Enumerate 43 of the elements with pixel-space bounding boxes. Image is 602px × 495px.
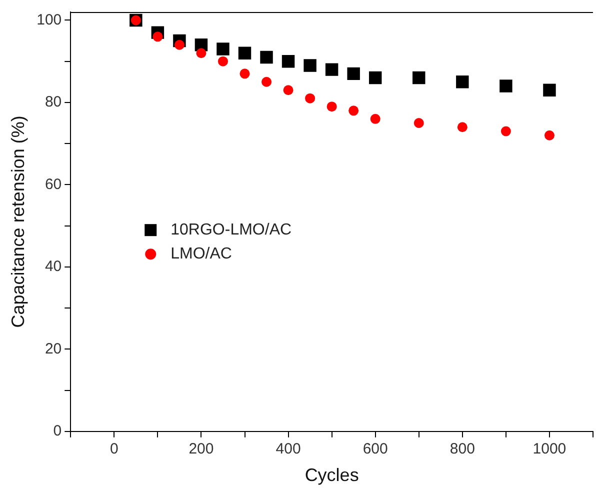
x-tick-label: 200 <box>188 440 214 458</box>
point <box>370 114 380 124</box>
y-tick-label: 20 <box>44 340 62 358</box>
point <box>218 56 228 66</box>
point <box>326 102 337 112</box>
point <box>500 126 511 136</box>
y-tick-label: 40 <box>44 258 62 276</box>
point <box>368 71 382 84</box>
point <box>348 106 359 116</box>
point <box>412 71 426 84</box>
point <box>260 50 273 64</box>
legend-label: LMO/AC <box>170 245 232 262</box>
point <box>347 67 360 80</box>
point <box>262 76 272 87</box>
point <box>196 48 206 58</box>
x-tick-label: 800 <box>450 440 475 458</box>
point <box>152 32 163 42</box>
point <box>282 54 295 68</box>
legend-label: 10RGO-LMO/AC <box>170 221 292 238</box>
point <box>174 40 184 50</box>
point <box>283 85 294 96</box>
x-tick-label: 400 <box>276 440 301 458</box>
point <box>216 42 230 56</box>
y-tick-label: 0 <box>53 422 62 440</box>
point <box>543 84 556 96</box>
point <box>305 93 316 104</box>
point <box>414 118 424 128</box>
point <box>325 63 338 76</box>
point <box>304 59 316 72</box>
x-tick-label: 0 <box>110 440 118 458</box>
point <box>457 122 468 132</box>
x-axis-title: Cycles <box>304 465 359 486</box>
y-tick-label: 60 <box>44 176 62 193</box>
x-tick-label: 600 <box>362 440 388 458</box>
point <box>544 130 554 140</box>
y-axis-title: Capacitance retension (%) <box>8 116 28 328</box>
x-tick-label: 1000 <box>532 440 566 458</box>
y-tick-label: 80 <box>44 94 62 111</box>
point <box>456 76 469 88</box>
point <box>240 68 250 79</box>
y-tick-label: 100 <box>36 11 62 28</box>
point <box>238 46 252 60</box>
point <box>500 80 512 92</box>
